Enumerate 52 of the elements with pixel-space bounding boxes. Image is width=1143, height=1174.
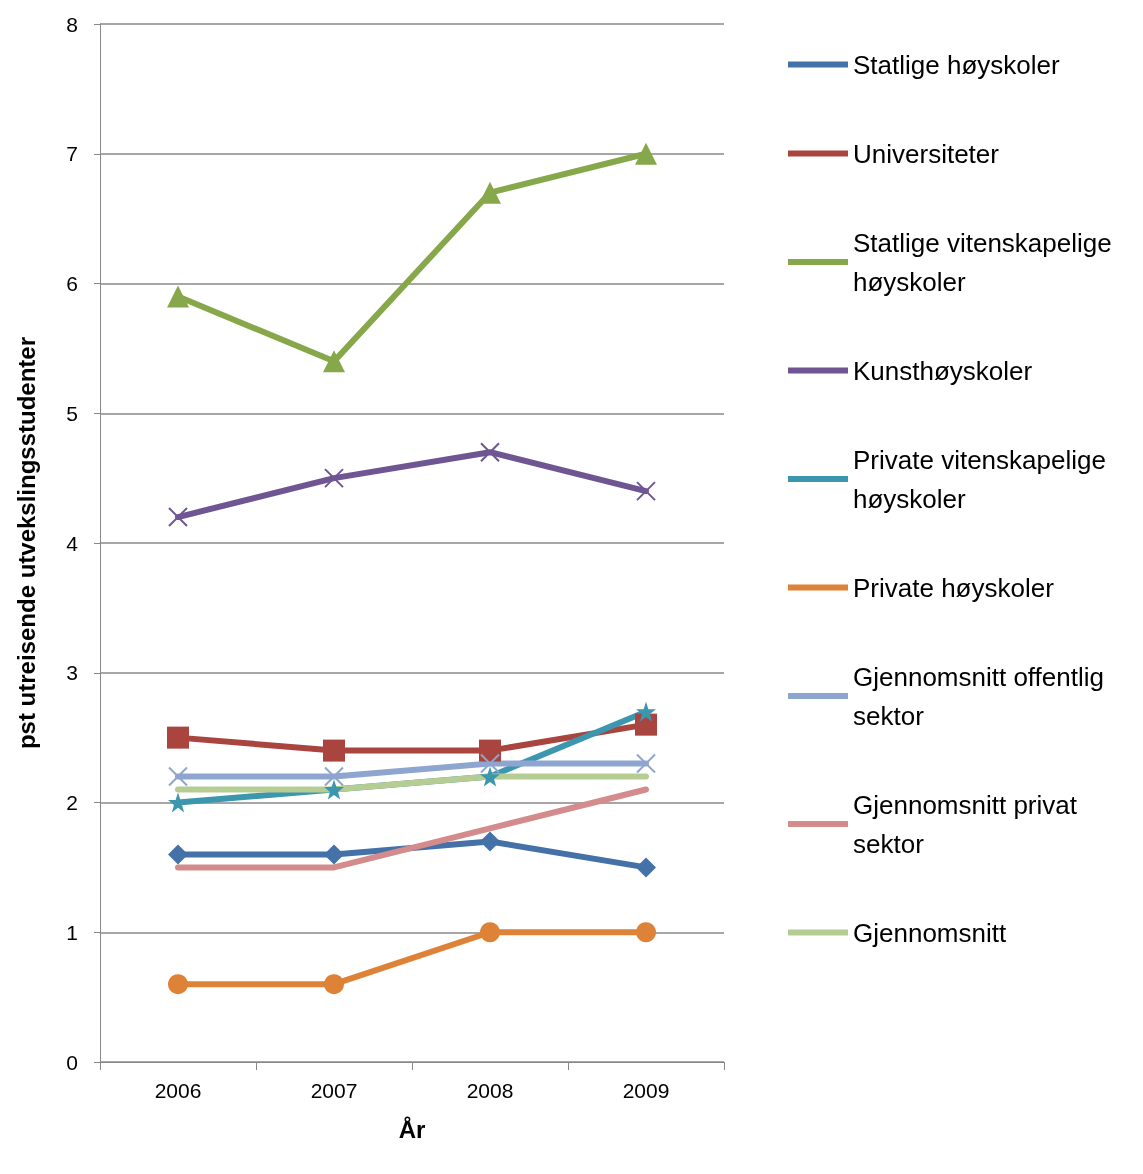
point [167, 285, 189, 308]
y-tick-label: 4 [66, 531, 79, 555]
point [635, 713, 657, 736]
legend-label: Gjennomsnitt privat sektor [853, 789, 1085, 859]
legend-label: Private høyskoler [853, 572, 1055, 603]
point [480, 831, 500, 852]
x-tick-label: 2006 [154, 1079, 202, 1102]
x-axis-title: År [398, 1115, 426, 1143]
y-tick-label: 6 [66, 272, 78, 295]
y-tick-label: 3 [66, 661, 78, 685]
point [168, 792, 188, 813]
point [323, 739, 345, 762]
x-tick-label: 2008 [466, 1079, 514, 1102]
legend-label: Gjennomsnitt [853, 917, 1007, 948]
point [480, 753, 500, 774]
y-axis-title: pst utreisende utvekslingsstudenter [12, 336, 40, 750]
point [480, 922, 500, 943]
legend-label: Private vitenskapelige høyskoler [853, 444, 1114, 514]
point [168, 507, 188, 528]
point [636, 701, 656, 722]
y-tick-label: 7 [66, 142, 78, 166]
point [324, 844, 344, 865]
legend-label: Statlige vitenskapelige høyskoler [853, 227, 1119, 297]
point [635, 142, 657, 165]
point [168, 974, 188, 995]
point [636, 753, 656, 774]
point [324, 468, 344, 489]
point [636, 922, 656, 943]
x-tick-label: 2009 [622, 1079, 670, 1102]
point [480, 442, 500, 463]
point [168, 844, 188, 865]
point [324, 779, 344, 800]
point [636, 857, 656, 878]
y-tick-label: 8 [66, 12, 78, 36]
point [323, 350, 345, 373]
point [479, 181, 501, 204]
legend-label: Gjennomsnitt offentlig sektor [853, 661, 1112, 731]
point [479, 739, 501, 762]
y-tick-label: 2 [66, 791, 78, 814]
y-tick-label: 5 [66, 401, 78, 425]
point [324, 766, 344, 787]
legend-label: Statlige høyskoler [853, 49, 1060, 80]
point [168, 766, 188, 787]
point [167, 726, 189, 749]
legend-label: Universiteter [853, 138, 1000, 169]
point [480, 766, 500, 787]
y-tick-label: 0 [66, 1050, 78, 1074]
point [636, 481, 656, 502]
point [324, 974, 344, 995]
x-tick-label: 2007 [310, 1079, 358, 1102]
y-tick-label: 1 [66, 920, 78, 944]
legend-label: Kunsthøyskoler [853, 355, 1033, 386]
